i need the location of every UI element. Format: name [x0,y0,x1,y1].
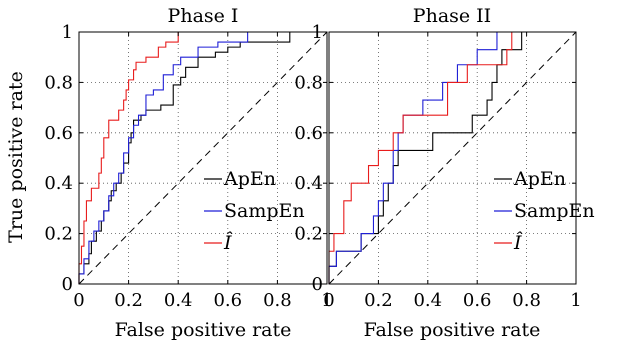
p0-series-line-1 [78,31,327,284]
p1-xtick-label: 1 [570,290,581,311]
p1-xtick-label: 0.2 [364,290,393,311]
p1-series-line-1 [328,31,576,284]
p1-axes-frame [328,31,577,285]
p1-ytick-label: 0.8 [294,72,323,93]
p0-ytick-label: 0 [62,274,73,295]
p1-xtick-label: 0.8 [512,290,541,311]
p0-xtick-label: 0.6 [213,290,242,311]
p0-xtick-label: 0 [73,290,84,311]
p1-xtick-label: 0 [323,290,334,311]
p0-xtick-label: 1 [321,290,332,311]
p1-legend-label-1: SampEn [514,200,595,222]
p1-legend: ApEn SampEn Î [494,168,595,254]
p1-xtick-label: 0.6 [463,290,492,311]
phase-i-title: Phase I [168,5,239,27]
p1-ytick-label: 0 [312,274,323,295]
phase-i-ylabel: True positive rate [5,71,27,243]
p0-ytick-label: 0.4 [44,173,73,194]
p0-chance-line [78,31,328,285]
p0-legend-label-1: SampEn [224,200,305,222]
p1-legend-label-0: ApEn [513,168,566,190]
p1-ytick-label: 0.4 [294,173,323,194]
p0-ytick-label: 0.8 [44,72,73,93]
p0-series-line-0 [78,31,327,284]
p0-ytick-label: 0.6 [44,123,73,144]
p0-xtick-label: 0.2 [114,290,143,311]
p1-series-line-2 [328,31,576,284]
p0-xtick-label: 0.4 [164,290,193,311]
phase-ii-title: Phase II [413,5,491,27]
p0-legend: ApEn SampEn Î [204,168,305,254]
p0-xtick-label: 0.8 [263,290,292,311]
p0-axes-frame [78,31,328,285]
p1-xtick-label: 0.4 [413,290,442,311]
p0-legend-label-0: ApEn [223,168,276,190]
p0-ytick-label: 0.2 [44,224,73,245]
p1-ytick-label: 1 [312,22,323,43]
p0-series-line-2 [78,31,327,284]
p1-ytick-label: 0.6 [294,123,323,144]
p0-ytick-label: 1 [62,22,73,43]
p1-legend-label-2: Î [513,231,523,254]
p1-chance-line [328,31,577,285]
p1-ytick-label: 0.2 [294,224,323,245]
phase-ii-xlabel: False positive rate [364,319,541,341]
p0-legend-label-2: Î [223,231,233,254]
phase-i-xlabel: False positive rate [115,319,292,341]
phase-i-panel: Phase I False positive rate True positiv… [5,5,333,341]
phase-ii-panel: Phase II False positive rate 0 0.2 0.4 0.6 0… [294,5,594,341]
